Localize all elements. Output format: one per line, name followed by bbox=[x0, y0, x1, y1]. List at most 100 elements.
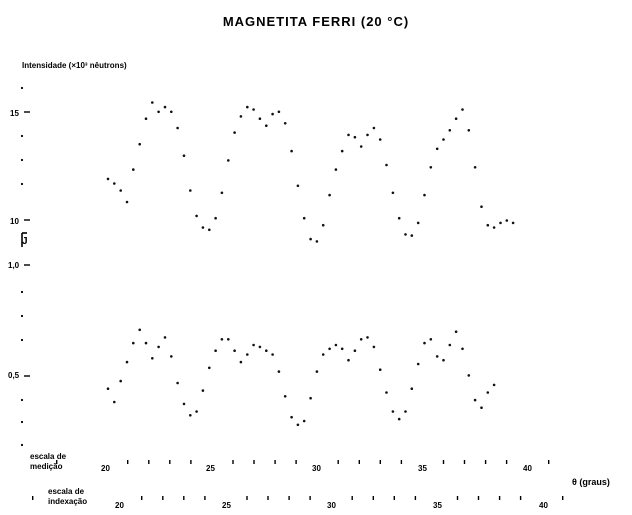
data-point bbox=[454, 117, 458, 120]
data-point bbox=[144, 117, 148, 120]
data-point bbox=[163, 336, 167, 339]
data-point bbox=[151, 101, 154, 104]
x-axis-label: θ (graus) bbox=[572, 477, 610, 487]
data-point bbox=[435, 355, 439, 358]
data-point bbox=[404, 233, 407, 236]
y-minor-tick bbox=[20, 290, 24, 294]
data-point bbox=[239, 360, 243, 364]
scale-minor-tick bbox=[442, 460, 445, 464]
data-point bbox=[391, 410, 395, 413]
scale-minor-tick bbox=[183, 496, 185, 500]
scale-minor-tick bbox=[484, 460, 487, 464]
data-point bbox=[151, 357, 154, 360]
scale-minor-tick bbox=[274, 460, 276, 464]
y-minor-tick bbox=[20, 398, 24, 402]
y-tick-label: 1,0 bbox=[8, 261, 20, 270]
data-point bbox=[233, 349, 236, 353]
data-point bbox=[328, 193, 331, 197]
scale-minor-tick bbox=[519, 496, 522, 500]
scale-tick-label: 35 bbox=[418, 464, 427, 473]
data-point bbox=[220, 191, 224, 195]
data-point bbox=[372, 126, 376, 130]
data-point bbox=[467, 129, 471, 132]
data-point bbox=[378, 138, 382, 141]
data-point bbox=[258, 345, 262, 349]
data-point bbox=[214, 349, 217, 353]
scale-minor-tick bbox=[351, 496, 353, 500]
data-point bbox=[442, 138, 445, 141]
scale-tick-label: 30 bbox=[312, 464, 321, 473]
data-point bbox=[347, 133, 350, 137]
data-point bbox=[435, 147, 439, 151]
data-point bbox=[486, 223, 490, 227]
scale-minor-tick bbox=[309, 496, 311, 500]
data-point bbox=[505, 219, 509, 222]
scale-minor-tick bbox=[141, 496, 143, 500]
data-point bbox=[416, 362, 420, 366]
data-point bbox=[182, 154, 186, 157]
data-point bbox=[138, 142, 141, 146]
scale-minor-tick bbox=[32, 496, 34, 500]
data-point bbox=[397, 216, 401, 220]
scale-tick-label: 40 bbox=[539, 501, 548, 510]
data-marks bbox=[106, 101, 515, 427]
data-point bbox=[176, 381, 179, 385]
data-point bbox=[252, 108, 255, 111]
data-point bbox=[283, 122, 287, 125]
scale-minor-tick bbox=[372, 496, 374, 500]
scale-minor-tick bbox=[169, 460, 171, 464]
scale-tick-label: 25 bbox=[222, 501, 231, 510]
y-minor-tick bbox=[20, 158, 24, 162]
data-point bbox=[429, 166, 433, 169]
data-point bbox=[201, 226, 205, 229]
data-point bbox=[138, 328, 141, 332]
scale-minor-tick bbox=[56, 460, 58, 464]
scale-minor-tick bbox=[379, 460, 381, 464]
data-point bbox=[290, 149, 293, 153]
data-point bbox=[429, 338, 433, 341]
data-point bbox=[448, 343, 452, 347]
data-point bbox=[410, 234, 414, 237]
scale-tick-label: 35 bbox=[433, 501, 442, 510]
data-point bbox=[480, 406, 483, 410]
scale-minor-tick bbox=[190, 460, 192, 464]
data-point bbox=[277, 110, 281, 114]
scale-minor-tick bbox=[295, 460, 297, 464]
data-point bbox=[473, 166, 477, 169]
data-point bbox=[410, 387, 414, 391]
data-point bbox=[246, 105, 249, 109]
scale-minor-tick bbox=[477, 496, 480, 500]
data-point bbox=[277, 370, 281, 373]
scale-label-line1: escala de bbox=[30, 452, 67, 461]
data-point bbox=[119, 379, 122, 383]
data-point bbox=[106, 387, 110, 391]
data-point bbox=[265, 349, 268, 353]
data-point bbox=[492, 383, 496, 387]
y-tick-label: 0,5 bbox=[8, 371, 20, 380]
data-point bbox=[416, 221, 420, 225]
data-point bbox=[258, 117, 262, 120]
data-point bbox=[461, 108, 464, 111]
data-point bbox=[423, 193, 426, 197]
data-point bbox=[125, 200, 129, 204]
data-point bbox=[132, 168, 135, 171]
data-point bbox=[511, 221, 515, 225]
y-axis: 15 10 1,0 0,5 bbox=[8, 109, 20, 380]
data-point bbox=[328, 347, 331, 351]
data-point bbox=[461, 347, 464, 351]
data-point bbox=[163, 105, 167, 109]
y-minor-tick bbox=[20, 420, 24, 424]
scale-row-medicao: escala de medição 20 25 30 35 40 bbox=[30, 452, 532, 473]
data-point bbox=[467, 374, 471, 377]
data-point bbox=[176, 126, 179, 130]
data-point bbox=[290, 415, 293, 419]
data-point bbox=[233, 131, 236, 134]
y-minor-tick bbox=[20, 86, 24, 90]
data-point bbox=[271, 112, 274, 116]
scale-minor-tick bbox=[232, 460, 234, 464]
data-point bbox=[113, 400, 116, 404]
scale-minor-tick bbox=[358, 460, 360, 464]
data-point bbox=[397, 417, 401, 421]
